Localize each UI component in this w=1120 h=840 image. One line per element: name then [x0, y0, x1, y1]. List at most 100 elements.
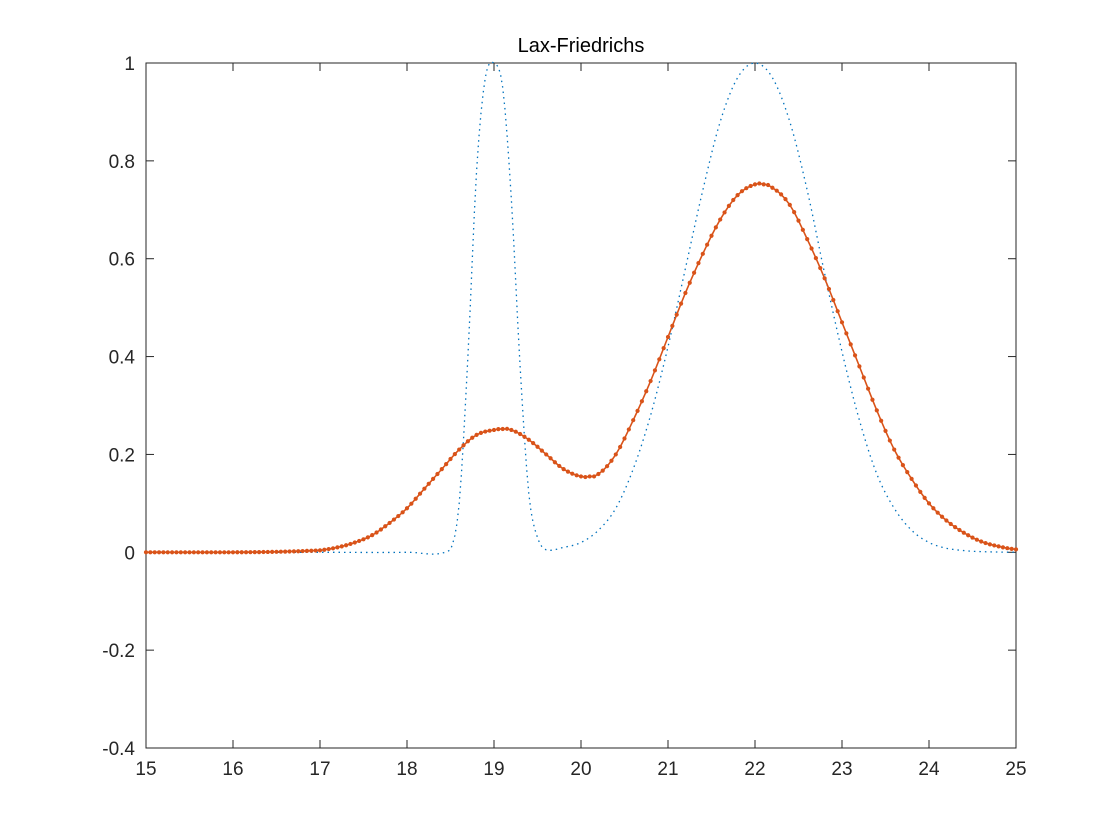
series-marker [670, 323, 675, 328]
series-marker [726, 203, 732, 208]
series-marker [705, 242, 710, 247]
y-ticks: -0.4 -0.2 0 0.2 0.4 0.6 0.8 1 [102, 54, 1016, 760]
series-marker [261, 549, 266, 555]
series-marker [174, 550, 179, 555]
series-marker [735, 193, 740, 198]
series-marker [635, 408, 640, 413]
series-marker [422, 486, 427, 491]
series-marker [892, 447, 897, 452]
series-marker [361, 537, 366, 542]
series-marker [557, 463, 562, 469]
series-marker [1005, 546, 1010, 551]
y-tick-label: 0.6 [109, 250, 135, 271]
series-marker [539, 448, 544, 453]
series-marker [718, 217, 723, 222]
series-marker [404, 506, 410, 511]
x-tick-label: 19 [483, 759, 504, 780]
series-marker [744, 186, 749, 191]
series-marker [696, 261, 701, 266]
series-marker [296, 549, 301, 554]
series-marker [178, 550, 183, 555]
series-marker [522, 434, 527, 439]
series-marker [752, 182, 758, 187]
series-marker [287, 549, 292, 554]
series-marker [552, 460, 558, 465]
series-marker [644, 389, 649, 394]
series-marker [870, 397, 875, 402]
series-marker [909, 476, 914, 481]
series-marker [844, 331, 849, 336]
series-marker [626, 427, 631, 432]
series-marker [800, 227, 805, 232]
y-tick-label: -0.4 [102, 739, 135, 760]
series-marker [770, 185, 775, 190]
x-tick-label: 20 [570, 759, 591, 780]
series-marker [474, 432, 479, 437]
series-marker [561, 467, 566, 472]
series-marker [665, 334, 671, 340]
series-marker [692, 270, 697, 275]
series-marker [818, 265, 823, 271]
x-ticks: 15 16 17 18 19 20 21 22 23 24 25 [135, 63, 1027, 780]
series-marker [922, 495, 927, 500]
series-marker [300, 548, 305, 554]
series-marker [496, 427, 501, 432]
series-marker [944, 518, 949, 523]
series-marker [748, 183, 753, 189]
series-marker [230, 550, 236, 555]
series-marker [161, 550, 166, 555]
series-marker [987, 542, 993, 547]
series-marker [222, 550, 227, 555]
series-marker [857, 364, 862, 369]
series-marker [661, 346, 666, 351]
series-marker [587, 474, 592, 479]
series-marker [879, 418, 884, 423]
series-marker [426, 481, 431, 486]
series-marker [204, 550, 209, 555]
series-marker [700, 251, 705, 256]
series-marker [600, 468, 605, 473]
series-marker [396, 513, 401, 519]
series-marker [313, 548, 318, 553]
series-marker [831, 297, 836, 303]
x-tick-label: 25 [1005, 759, 1026, 780]
series-marker [270, 549, 275, 554]
series-marker [609, 458, 614, 463]
series-marker [448, 456, 453, 462]
series-marker [678, 301, 684, 306]
series-marker [709, 233, 714, 238]
chart-title: Lax-Friedrichs [518, 35, 645, 57]
series-marker [648, 378, 653, 384]
series-marker [165, 550, 170, 555]
x-tick-label: 23 [831, 759, 852, 780]
series-marker [143, 550, 149, 555]
series-marker [1000, 545, 1006, 550]
series-marker [309, 548, 314, 553]
series-layer [143, 61, 1019, 555]
series-marker [826, 286, 832, 292]
x-tick-label: 22 [744, 759, 765, 780]
series-marker [652, 368, 658, 373]
series-marker [187, 550, 192, 555]
series-marker [809, 246, 814, 251]
series-marker [622, 436, 627, 441]
series-marker [970, 535, 975, 540]
series-marker [317, 548, 323, 553]
series-marker [813, 256, 819, 261]
series-marker [183, 550, 188, 555]
series-marker [713, 225, 718, 230]
series-marker [444, 462, 449, 467]
series-marker [387, 520, 392, 526]
series-marker [156, 550, 162, 555]
series-marker [465, 439, 470, 444]
series-marker [452, 451, 457, 457]
series-marker [417, 491, 423, 496]
series-marker [583, 474, 588, 480]
series-marker [578, 474, 584, 479]
series-marker [200, 550, 205, 555]
series-marker [639, 399, 645, 404]
series-marker [918, 489, 923, 494]
y-tick-label: -0.2 [102, 641, 135, 662]
series-marker [866, 386, 871, 391]
series-marker [339, 544, 344, 549]
